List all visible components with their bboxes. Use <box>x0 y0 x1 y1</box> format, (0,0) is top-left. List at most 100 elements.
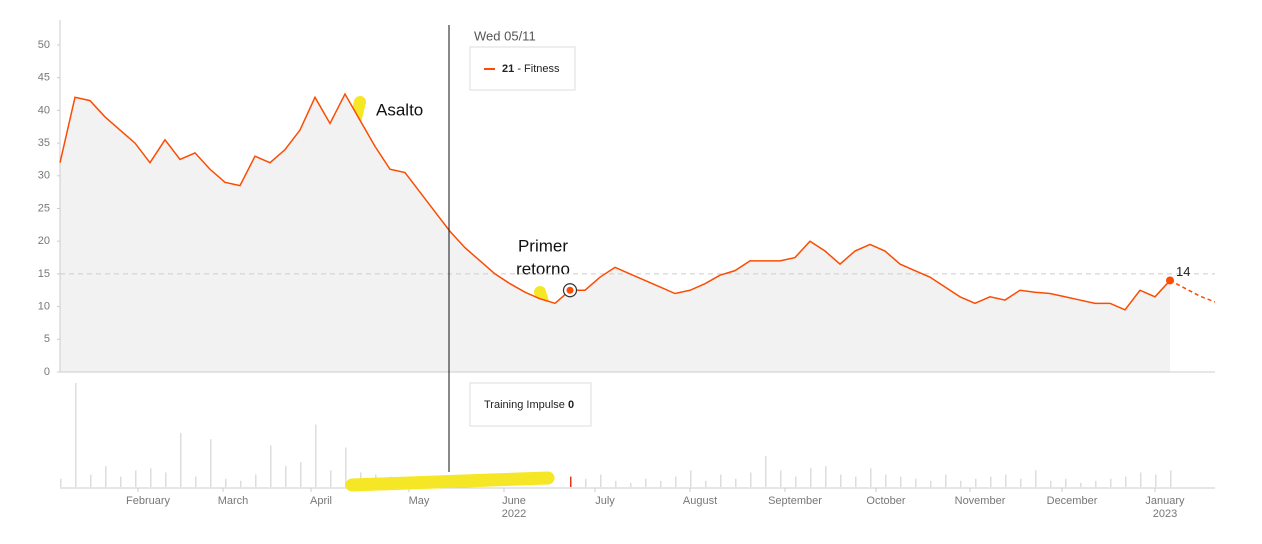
x-tick-label: January <box>1145 495 1185 507</box>
impulse-bar <box>915 478 917 487</box>
tooltip-text: 21 - Fitness <box>502 63 560 75</box>
impulse-bar <box>585 478 587 487</box>
area <box>60 94 1170 373</box>
impulse-bar <box>630 482 632 487</box>
x-tick-label: October <box>866 495 905 507</box>
x-tick-label: May <box>409 495 430 507</box>
y-tick-label: 0 <box>44 366 50 378</box>
y-tick-label: 5 <box>44 333 50 345</box>
end-label: 14 <box>1176 264 1190 279</box>
impulse-bar <box>885 474 887 487</box>
annotation: Primer <box>518 236 568 255</box>
impulse-bar <box>900 476 902 487</box>
impulse-bar <box>1110 478 1112 487</box>
impulse-bar <box>180 432 182 487</box>
impulse-bar <box>795 476 797 487</box>
impulse-bar <box>1005 474 1007 487</box>
impulse-bar <box>165 472 167 487</box>
impulse-bar <box>855 476 857 487</box>
impulse-bar <box>1050 480 1052 487</box>
forecast-line <box>1169 279 1216 303</box>
impulse-bar <box>210 439 212 487</box>
impulse-label: Training Impulse <box>484 399 565 411</box>
impulse-bar <box>1170 470 1172 487</box>
impulse-bar <box>1020 478 1022 487</box>
impulse-bar <box>720 474 722 487</box>
impulse-bar <box>225 478 227 487</box>
impulse-bar <box>330 470 332 487</box>
impulse-bar <box>600 474 602 487</box>
impulse-bar <box>930 480 932 487</box>
impulse-bar <box>120 476 122 487</box>
impulse-bar <box>645 478 647 487</box>
impulse-bar <box>345 447 347 487</box>
fitness-line <box>59 92 1171 311</box>
impulse-box <box>469 382 592 427</box>
impulse-bar <box>810 468 812 487</box>
impulse-bar <box>60 478 62 487</box>
x-tick-label: April <box>310 495 332 507</box>
y-tick-label: 15 <box>38 268 50 280</box>
y-tick-label: 35 <box>38 137 50 149</box>
y-tick-label: 25 <box>38 202 50 214</box>
impulse-bar <box>750 472 752 487</box>
end-point <box>1166 276 1174 285</box>
impulse-bar <box>135 470 137 487</box>
x-tick-label: February <box>126 495 171 507</box>
impulse-bar <box>285 466 287 487</box>
tooltip-label: - Fitness <box>517 63 560 75</box>
impulse-bar <box>75 383 77 487</box>
year-label: 2022 <box>502 508 526 520</box>
impulse-bar <box>960 480 962 487</box>
impulse-bar <box>870 468 872 487</box>
impulse-bar <box>735 478 737 487</box>
impulse-bar <box>690 470 692 487</box>
x-tick-label: July <box>595 495 615 507</box>
tooltip-value: 21 <box>502 63 514 75</box>
x-tick-label: June <box>502 495 526 507</box>
y-tick-label: 40 <box>38 104 50 116</box>
y-tick-label: 30 <box>38 170 50 182</box>
impulse-bar <box>765 455 767 487</box>
year-label: 2023 <box>1153 508 1177 520</box>
impulse-bar <box>660 480 662 487</box>
annotation: Asalto <box>376 100 423 119</box>
impulse-bar <box>240 480 242 487</box>
impulse-bar <box>1140 472 1142 487</box>
annotation: retorno <box>516 259 570 278</box>
impulse-bar <box>150 468 152 487</box>
impulse-bar <box>1035 470 1037 487</box>
impulse-bar <box>825 466 827 487</box>
impulse-bar <box>990 476 992 487</box>
impulse-value: 0 <box>568 399 574 411</box>
tooltip-date: Wed 05/11 <box>474 28 536 43</box>
y-tick-label: 20 <box>38 235 50 247</box>
y-tick-label: 10 <box>38 301 50 313</box>
impulse-bar <box>270 445 272 487</box>
x-tick-label: September <box>768 495 822 507</box>
y-tick-label: 45 <box>38 72 50 84</box>
y-tick-label: 50 <box>38 39 50 51</box>
impulse-bar <box>1125 476 1127 487</box>
impulse-text: Training Impulse 0 <box>484 399 574 411</box>
x-tick-label: March <box>218 495 249 507</box>
impulse-bar <box>1065 478 1067 487</box>
impulse-bar <box>945 474 947 487</box>
x-tick-label: December <box>1047 495 1098 507</box>
impulse-bar <box>1080 482 1082 487</box>
impulse-bar <box>840 474 842 487</box>
impulse-bar <box>975 478 977 487</box>
x-tick-label: November <box>955 495 1006 507</box>
impulse-bar <box>255 474 257 487</box>
highlight <box>345 471 555 492</box>
impulse-bar <box>1095 480 1097 487</box>
impulse-bar <box>675 476 677 487</box>
selected-point <box>566 286 574 294</box>
impulse-bar <box>1155 474 1157 487</box>
impulse-bar <box>780 470 782 487</box>
impulse-bar <box>300 462 302 487</box>
impulse-bar <box>705 480 707 487</box>
impulse-bar <box>570 476 572 487</box>
